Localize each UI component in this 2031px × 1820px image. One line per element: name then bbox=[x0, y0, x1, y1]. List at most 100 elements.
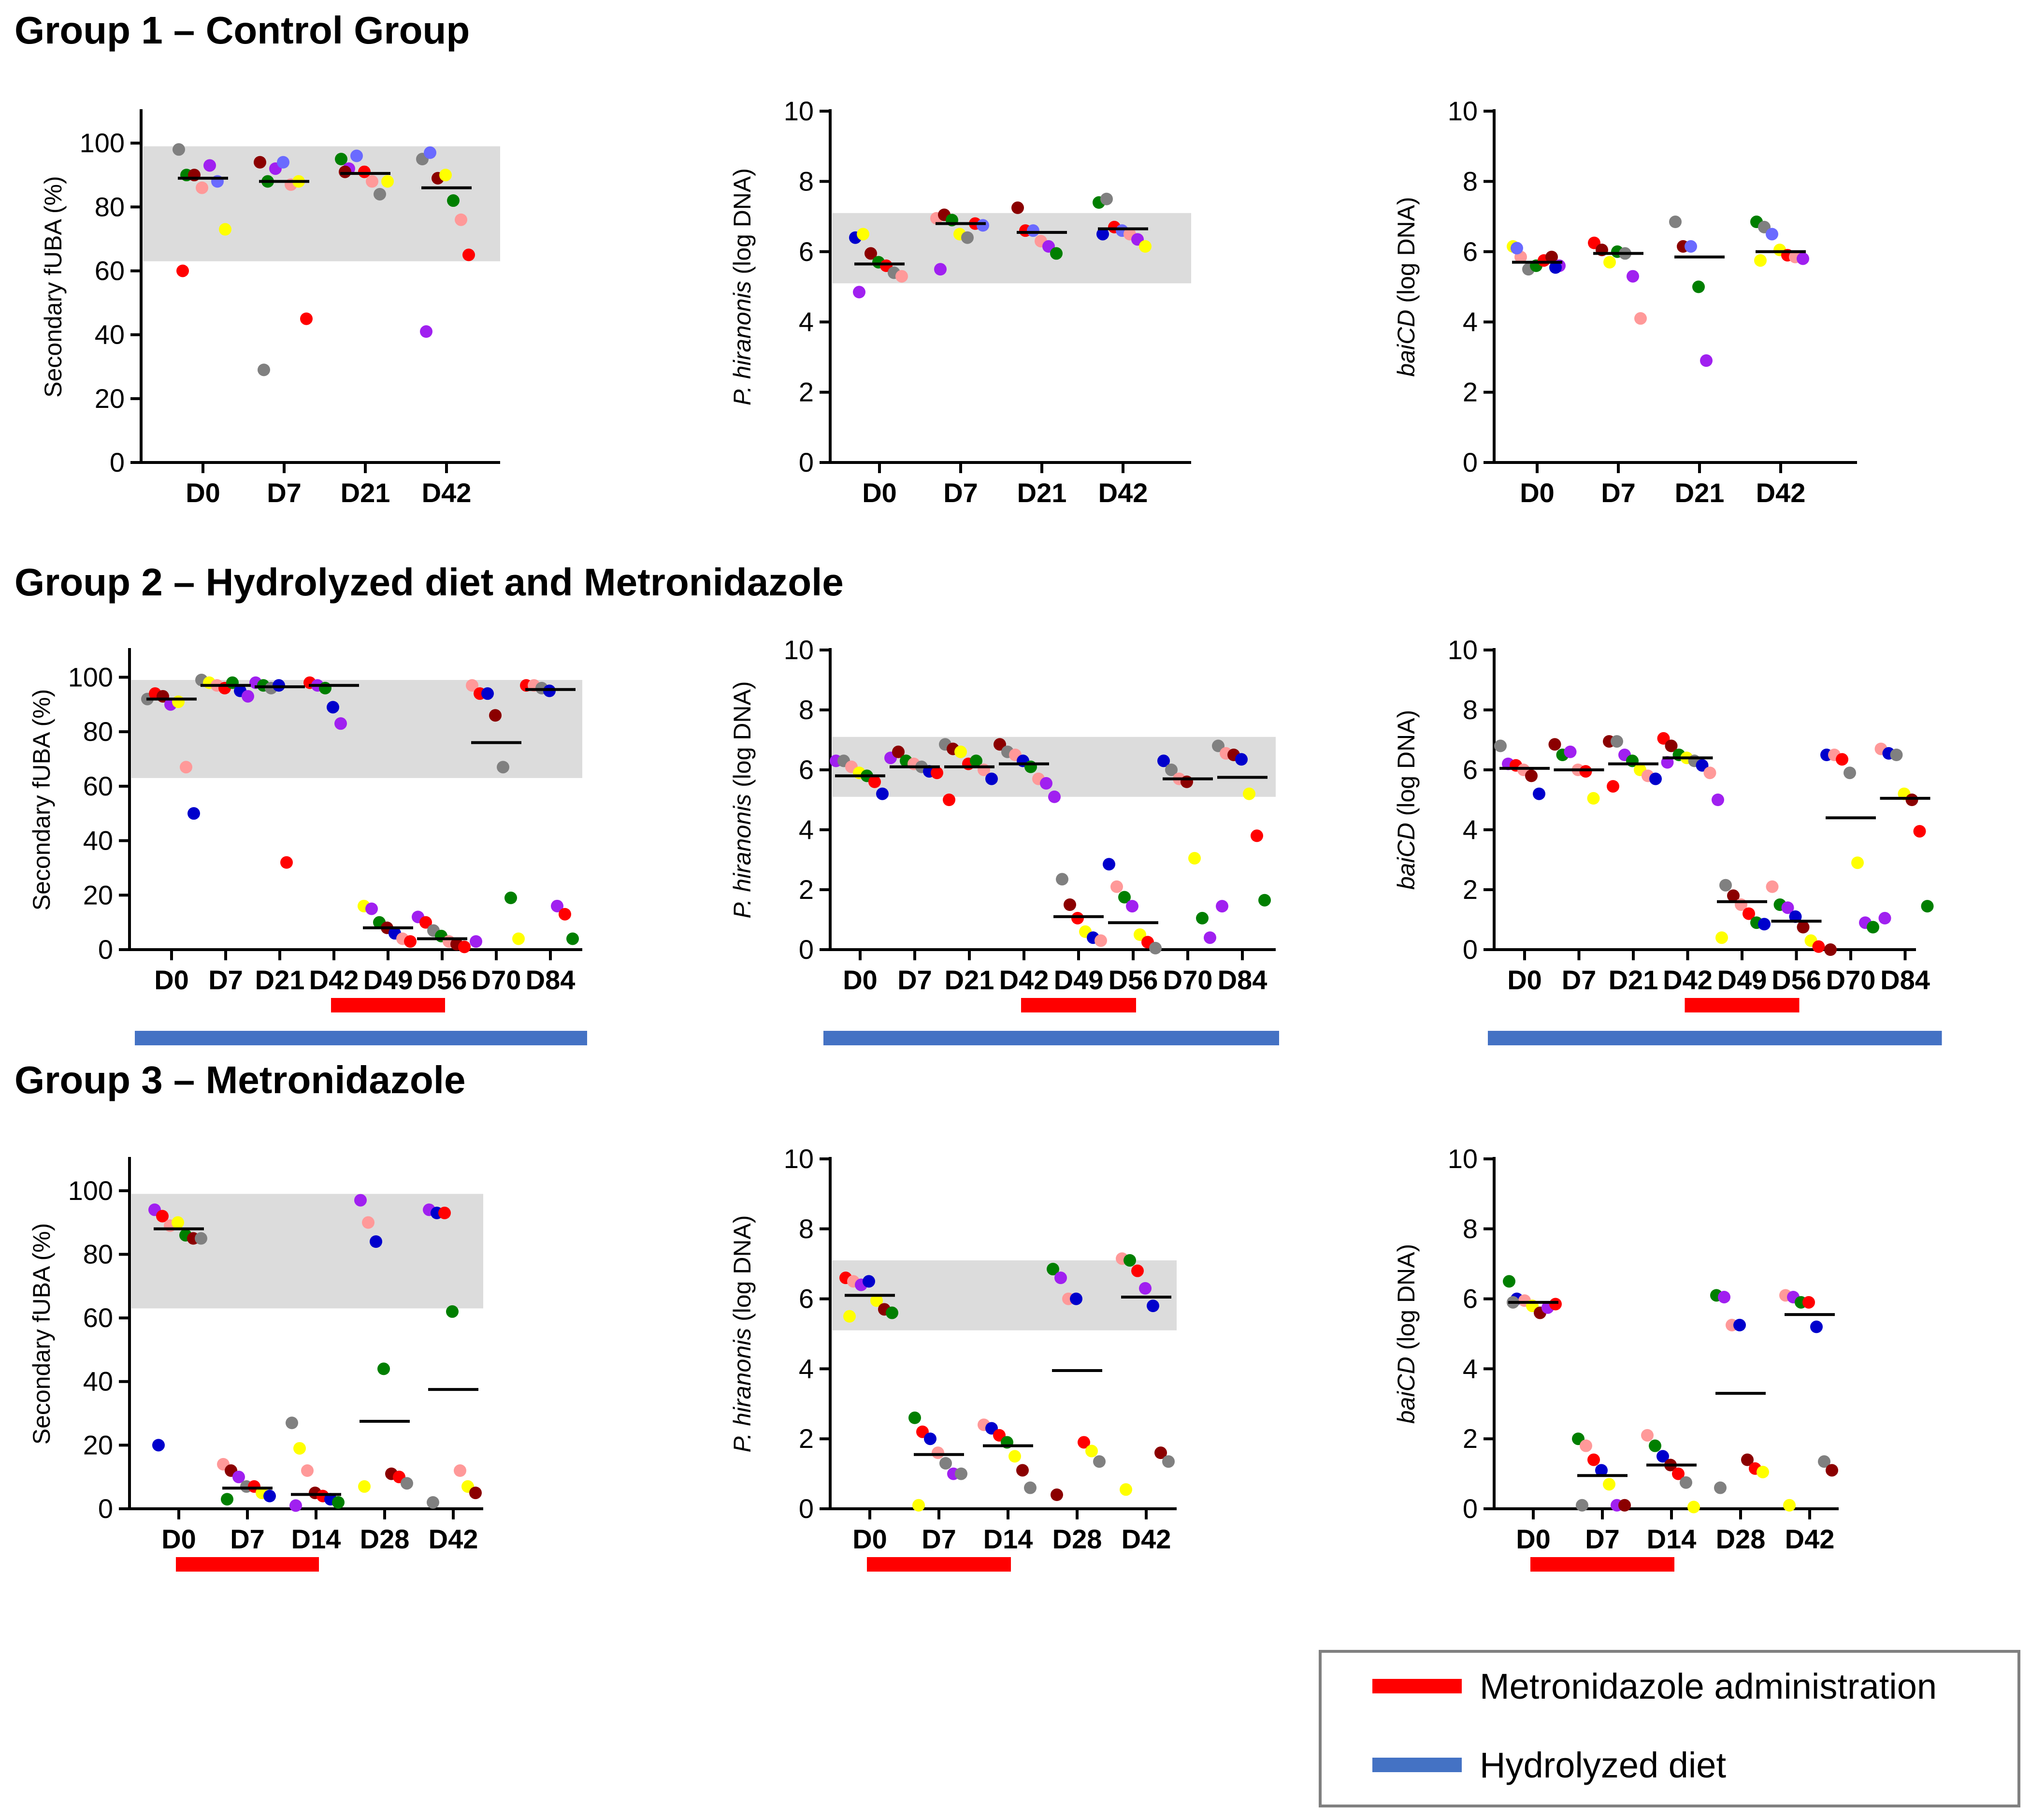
chart-2-3-point bbox=[1878, 911, 1891, 924]
chart-2-1-x-tick-label: D42 bbox=[309, 965, 359, 995]
chart-1-1-point bbox=[455, 213, 467, 226]
chart-2-2-x-tick-label: D56 bbox=[1109, 965, 1158, 995]
chart-2-2-y-tick-label: 6 bbox=[799, 754, 814, 785]
chart-2-2-point bbox=[1110, 880, 1123, 893]
chart-2-2-point bbox=[943, 794, 955, 806]
chart-3-1-point bbox=[354, 1194, 367, 1207]
chart-1-3-point bbox=[1603, 256, 1616, 269]
chart-2-1-point bbox=[497, 761, 509, 774]
chart-2-1-point bbox=[466, 679, 478, 692]
chart-1-3-point bbox=[1627, 270, 1639, 283]
chart-3-3-point bbox=[1656, 1450, 1669, 1463]
chart-2-3-y-axis-title-italic: baiCD bbox=[1393, 823, 1420, 890]
chart-3-3-point bbox=[1618, 1499, 1631, 1512]
chart-3-2-point bbox=[1139, 1282, 1152, 1295]
chart-3-3-point bbox=[1733, 1318, 1746, 1331]
chart-2-1-y-tick-label: 100 bbox=[68, 662, 113, 692]
chart-2-3-point bbox=[1564, 745, 1577, 758]
chart-2-1-point bbox=[404, 935, 417, 948]
chart-3-2-point bbox=[955, 1467, 967, 1480]
chart-2-2-y-axis-title: P. hiranonis (log DNA) bbox=[729, 681, 756, 919]
chart-2-2-point bbox=[994, 738, 1006, 751]
chart-3-2-point bbox=[1008, 1450, 1021, 1463]
chart-3-3-x-tick-label: D28 bbox=[1716, 1524, 1766, 1554]
chart-2-1-reference-band bbox=[131, 680, 582, 778]
chart-2-2-y-tick-label: 10 bbox=[784, 635, 814, 665]
chart-1-2-y-axis-title: P. hiranonis (log DNA) bbox=[729, 168, 756, 405]
chart-3-1-point bbox=[446, 1305, 459, 1318]
chart-2-1-hydrolyzed-bar bbox=[135, 1031, 587, 1045]
chart-1-2-point bbox=[857, 228, 869, 241]
chart-2-2-point bbox=[1056, 873, 1068, 886]
chart-1-1-y-axis-title: Secondary fUBA (%) bbox=[40, 176, 67, 398]
chart-3-2-point bbox=[1162, 1455, 1175, 1468]
chart-3-3-point bbox=[1818, 1455, 1830, 1468]
chart-3-2-point bbox=[932, 1446, 944, 1459]
chart-3-1-point bbox=[221, 1493, 233, 1506]
chart-3-1-point bbox=[370, 1235, 382, 1248]
chart-2-2-point bbox=[1134, 928, 1146, 941]
chart-1-1-point bbox=[420, 325, 432, 338]
chart-1-2-y-tick-label: 2 bbox=[799, 377, 814, 407]
chart-1-1-point bbox=[439, 169, 452, 182]
chart-3-1-point bbox=[332, 1496, 345, 1509]
chart-3-2-point bbox=[843, 1310, 856, 1323]
chart-2-3-point bbox=[1743, 907, 1755, 920]
chart-2-3-y-axis-title: baiCD (log DNA) bbox=[1393, 710, 1420, 890]
chart-2-2-point bbox=[1048, 790, 1061, 803]
chart-2-2-point bbox=[1040, 777, 1052, 790]
chart-2-2-point bbox=[1188, 852, 1201, 865]
chart-1-3-point bbox=[1685, 240, 1697, 253]
chart-3-2-point bbox=[886, 1306, 898, 1319]
chart-2-3: 0 2 4 6 8 10 baiCD (log DNA) D0 D7 D21 D42 D49 D56 D7… bbox=[1393, 635, 1942, 1045]
chart-1-2-point bbox=[1011, 201, 1024, 214]
chart-1-2-y-tick-label: 4 bbox=[799, 306, 814, 337]
chart-3-2-point bbox=[1024, 1481, 1037, 1494]
chart-3-3-y-tick-label: 0 bbox=[1463, 1493, 1478, 1524]
chart-2-2-x-tick-label: D0 bbox=[843, 965, 878, 995]
chart-2-3-point bbox=[1611, 735, 1623, 748]
chart-2-3-point bbox=[1548, 738, 1561, 751]
chart-2-3-point bbox=[1696, 759, 1709, 772]
chart-2-2-point bbox=[1157, 754, 1170, 767]
chart-2-1-point bbox=[512, 932, 525, 945]
chart-1-2-point bbox=[1050, 247, 1063, 260]
chart-1-3-point bbox=[1669, 216, 1682, 229]
chart-3-3-point bbox=[1576, 1499, 1588, 1512]
chart-3-3-y-tick-label: 10 bbox=[1448, 1143, 1478, 1174]
chart-3-1-point bbox=[263, 1489, 276, 1502]
chart-1-2-y-tick-label: 10 bbox=[784, 96, 814, 126]
group-2-title: Group 2 – Hydrolyzed diet and Metronidaz… bbox=[14, 561, 844, 604]
chart-3-1-point bbox=[232, 1471, 245, 1484]
chart-2-3-x-tick-label: D7 bbox=[1562, 965, 1597, 995]
chart-1-2-y-tick-label: 8 bbox=[799, 166, 814, 196]
chart-2-2-point bbox=[1196, 911, 1209, 924]
chart-2-3-x-tick-label: D84 bbox=[1880, 965, 1930, 995]
chart-2-3-x-tick-label: D42 bbox=[1663, 965, 1713, 995]
chart-1-3-y-axis-title-unit: (log DNA) bbox=[1393, 197, 1420, 309]
chart-2-1-point bbox=[419, 916, 432, 929]
chart-2-1-y-tick-label: 60 bbox=[83, 771, 113, 801]
chart-1-1-x-tick-label: D7 bbox=[267, 477, 302, 508]
legend-hydrolyzed-swatch bbox=[1372, 1758, 1462, 1772]
chart-1-3-point bbox=[1511, 242, 1523, 255]
group-1-title: Group 1 – Control Group bbox=[14, 9, 470, 52]
chart-3-2-point bbox=[1070, 1292, 1082, 1305]
chart-2-2-point bbox=[876, 787, 889, 800]
chart-3-1-y-tick-label: 60 bbox=[83, 1302, 113, 1333]
chart-2-1-point bbox=[180, 761, 192, 774]
chart-2-3-y-axis-title-unit: (log DNA) bbox=[1393, 710, 1420, 823]
chart-3-1-y-tick-label: 20 bbox=[83, 1430, 113, 1460]
chart-1-2-point bbox=[961, 231, 974, 244]
chart-3-2-point bbox=[1016, 1464, 1029, 1477]
chart-1-3-y-tick-label: 10 bbox=[1448, 96, 1478, 126]
chart-1-3-y-axis-title-italic: baiCD bbox=[1393, 310, 1420, 377]
chart-1-3-point bbox=[1549, 261, 1562, 274]
chart-3-1-y-tick-label: 100 bbox=[68, 1175, 113, 1206]
chart-3-1-point bbox=[172, 1216, 184, 1229]
chart-2-1-y-tick-label: 0 bbox=[98, 934, 113, 965]
chart-3-2-point bbox=[870, 1294, 883, 1307]
chart-1-2: 0 2 4 6 8 10 P. hiranonis (log DNA) D0 D7 D21 D42 bbox=[729, 96, 1191, 508]
chart-1-3-y-tick-label: 6 bbox=[1463, 236, 1478, 267]
chart-1-2-x-tick-label: D0 bbox=[862, 477, 897, 508]
